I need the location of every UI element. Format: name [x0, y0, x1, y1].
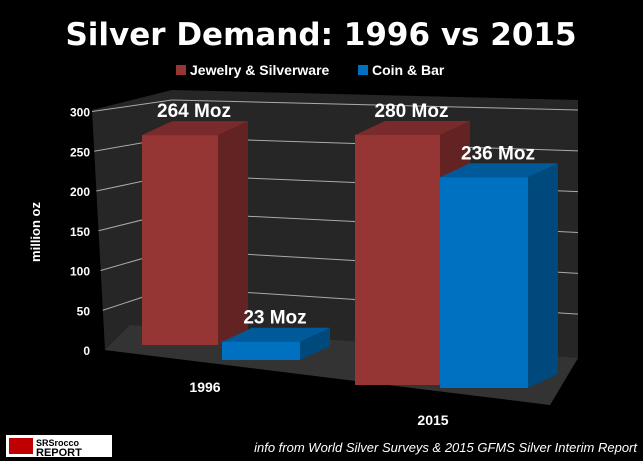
bar-side-1996: [300, 327, 330, 360]
bar-top-2015: [440, 163, 558, 178]
data-label: 264 Moz: [157, 101, 231, 122]
source-note: info from World Silver Surveys & 2015 GF…: [254, 440, 638, 455]
y-tick-label: 300: [70, 106, 90, 120]
y-tick-label: 100: [70, 265, 90, 279]
data-label: 23 Moz: [243, 308, 306, 329]
gridline: [171, 99, 579, 111]
y-tick-label: 250: [70, 145, 90, 159]
data-label: 280 Moz: [375, 101, 449, 122]
legend-label-coin: Coin & Bar: [372, 62, 445, 78]
svg-text:SRSrocco: SRSrocco: [36, 438, 80, 448]
bar-top-1996: [142, 121, 248, 136]
x-tick-2015: 2015: [417, 412, 448, 428]
bar-jewelry-silverware-2015: [355, 134, 440, 385]
y-tick-label: 0: [83, 344, 90, 358]
bar-top-1996: [222, 327, 330, 342]
svg-text:REPORT: REPORT: [36, 447, 82, 459]
y-tick-label: 150: [70, 225, 90, 239]
data-label: 236 Moz: [461, 143, 535, 164]
legend-label-jewelry: Jewelry & Silverware: [190, 62, 330, 78]
gridline: [91, 99, 173, 112]
x-tick-1996: 1996: [189, 379, 220, 395]
bar-jewelry-silverware-1996: [142, 135, 218, 345]
bar-coin-bar-1996: [222, 341, 300, 360]
bar-side-2015: [528, 163, 558, 388]
y-tick-label: 50: [77, 304, 91, 318]
bar-side-1996: [218, 121, 248, 346]
bar-coin-bar-2015: [440, 177, 528, 388]
legend-swatch-coin: [358, 65, 368, 75]
y-tick-label: 200: [70, 185, 90, 199]
chart-title: Silver Demand: 1996 vs 2015: [65, 17, 576, 53]
legend-swatch-jewelry: [176, 65, 186, 75]
legend: Jewelry & Silverware Coin & Bar: [176, 62, 445, 78]
y-axis-label: million oz: [28, 202, 43, 262]
srsrocco-logo: SRSrocco REPORT: [6, 435, 112, 459]
bar-top-2015: [355, 120, 470, 135]
